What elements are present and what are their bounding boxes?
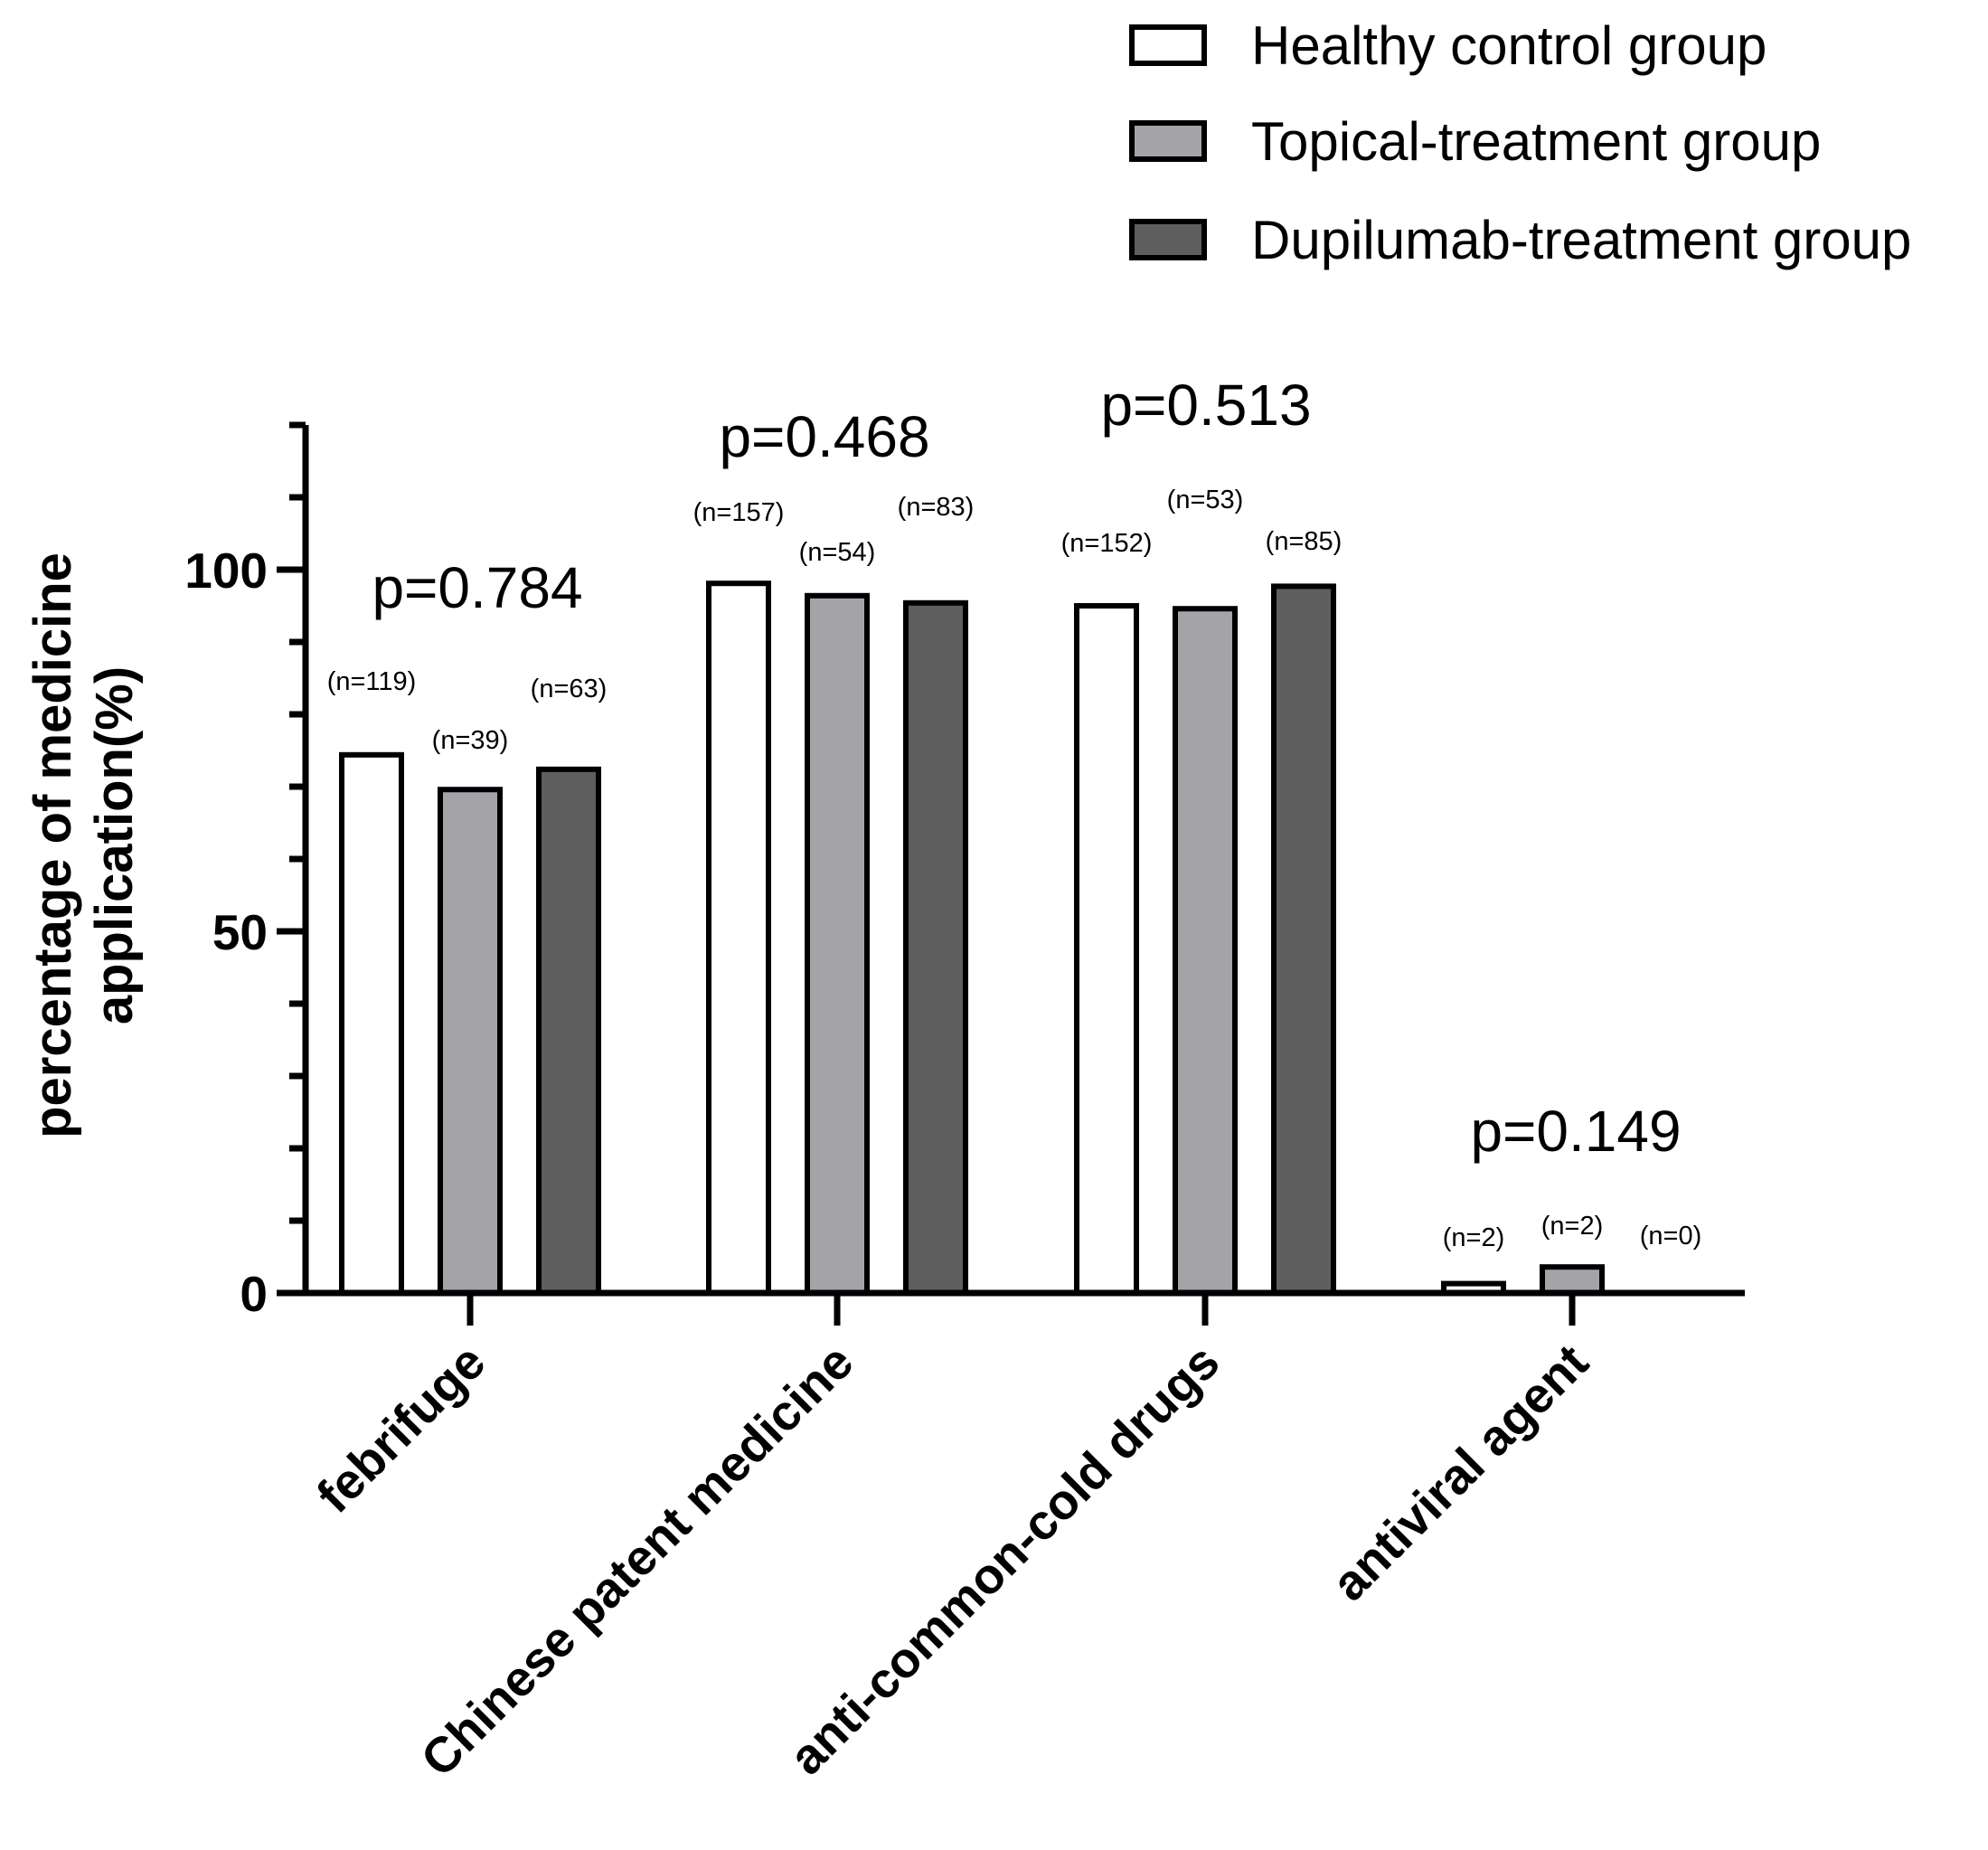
p-values: p=0.784 p=0.468 p=0.513 p=0.149	[372, 373, 1681, 1164]
y-axis-label-line-2: application(%)	[85, 666, 144, 1024]
n-label-3-series-2: (n=53)	[1167, 486, 1244, 514]
y-tick-label: 0	[240, 1266, 268, 1322]
bar-2-series-3	[903, 599, 968, 1296]
bar-1-series-1	[339, 751, 404, 1296]
legend: Healthy control group Topical-treatment g…	[1129, 15, 1911, 270]
n-label-2-series-2: (n=54)	[799, 538, 876, 567]
n-label-4-series-2: (n=2)	[1541, 1212, 1604, 1241]
p-value-3: p=0.513	[1100, 373, 1311, 438]
p-value-1: p=0.784	[372, 555, 582, 620]
x-tick-label-2: Chinese patent medicine	[410, 1334, 863, 1788]
legend-label-3: Dupilumab-treatment group	[1251, 210, 1911, 270]
y-axis-label: percentage of medicine application(%)	[24, 552, 144, 1138]
n-label-2-series-3: (n=83)	[898, 493, 975, 522]
bar-2-series-2	[805, 592, 870, 1296]
n-label-2-series-1: (n=157)	[693, 498, 785, 527]
y-tick-label: 100	[184, 543, 268, 599]
n-label-1-series-1: (n=119)	[327, 667, 417, 696]
bar-1-series-3	[536, 766, 601, 1296]
n-label-3-series-3: (n=85)	[1266, 527, 1343, 556]
bar-3-series-2	[1173, 606, 1238, 1296]
legend-swatch-3	[1129, 219, 1207, 260]
y-tick-label: 50	[212, 904, 268, 960]
x-tick-label-3: anti-common-cold drugs	[778, 1334, 1230, 1786]
legend-label-1: Healthy control group	[1251, 15, 1767, 76]
n-label-4-series-1: (n=2)	[1443, 1223, 1505, 1252]
n-labels: (n=119) (n=39) (n=63) (n=157) (n=54) (n=83) (n…	[327, 486, 1702, 1252]
bars	[339, 580, 1605, 1296]
x-tick-label-4: antiviral agent	[1321, 1334, 1599, 1612]
y-axis-label-text: percentage of medicine application(%)	[24, 552, 144, 1138]
p-value-4: p=0.149	[1470, 1099, 1681, 1164]
n-label-1-series-3: (n=63)	[531, 675, 608, 703]
bar-2-series-1	[706, 580, 771, 1296]
axes: 0 50 100	[184, 421, 1745, 1326]
y-axis-label-line-1: percentage of medicine	[24, 552, 82, 1138]
x-tick-label-1: febrifuge	[306, 1334, 495, 1524]
bar-1-series-2	[438, 787, 503, 1296]
n-label-3-series-1: (n=152)	[1061, 529, 1153, 558]
legend-swatch-2	[1129, 120, 1207, 162]
bar-3-series-1	[1074, 603, 1139, 1296]
bar-4-series-2	[1540, 1264, 1605, 1296]
n-label-4-series-3: (n=0)	[1640, 1222, 1702, 1251]
n-label-1-series-2: (n=39)	[432, 726, 509, 755]
legend-label-2: Topical-treatment group	[1251, 111, 1821, 172]
legend-swatch-1	[1129, 24, 1207, 66]
p-value-2: p=0.468	[719, 404, 929, 469]
bar-3-series-3	[1271, 583, 1336, 1296]
